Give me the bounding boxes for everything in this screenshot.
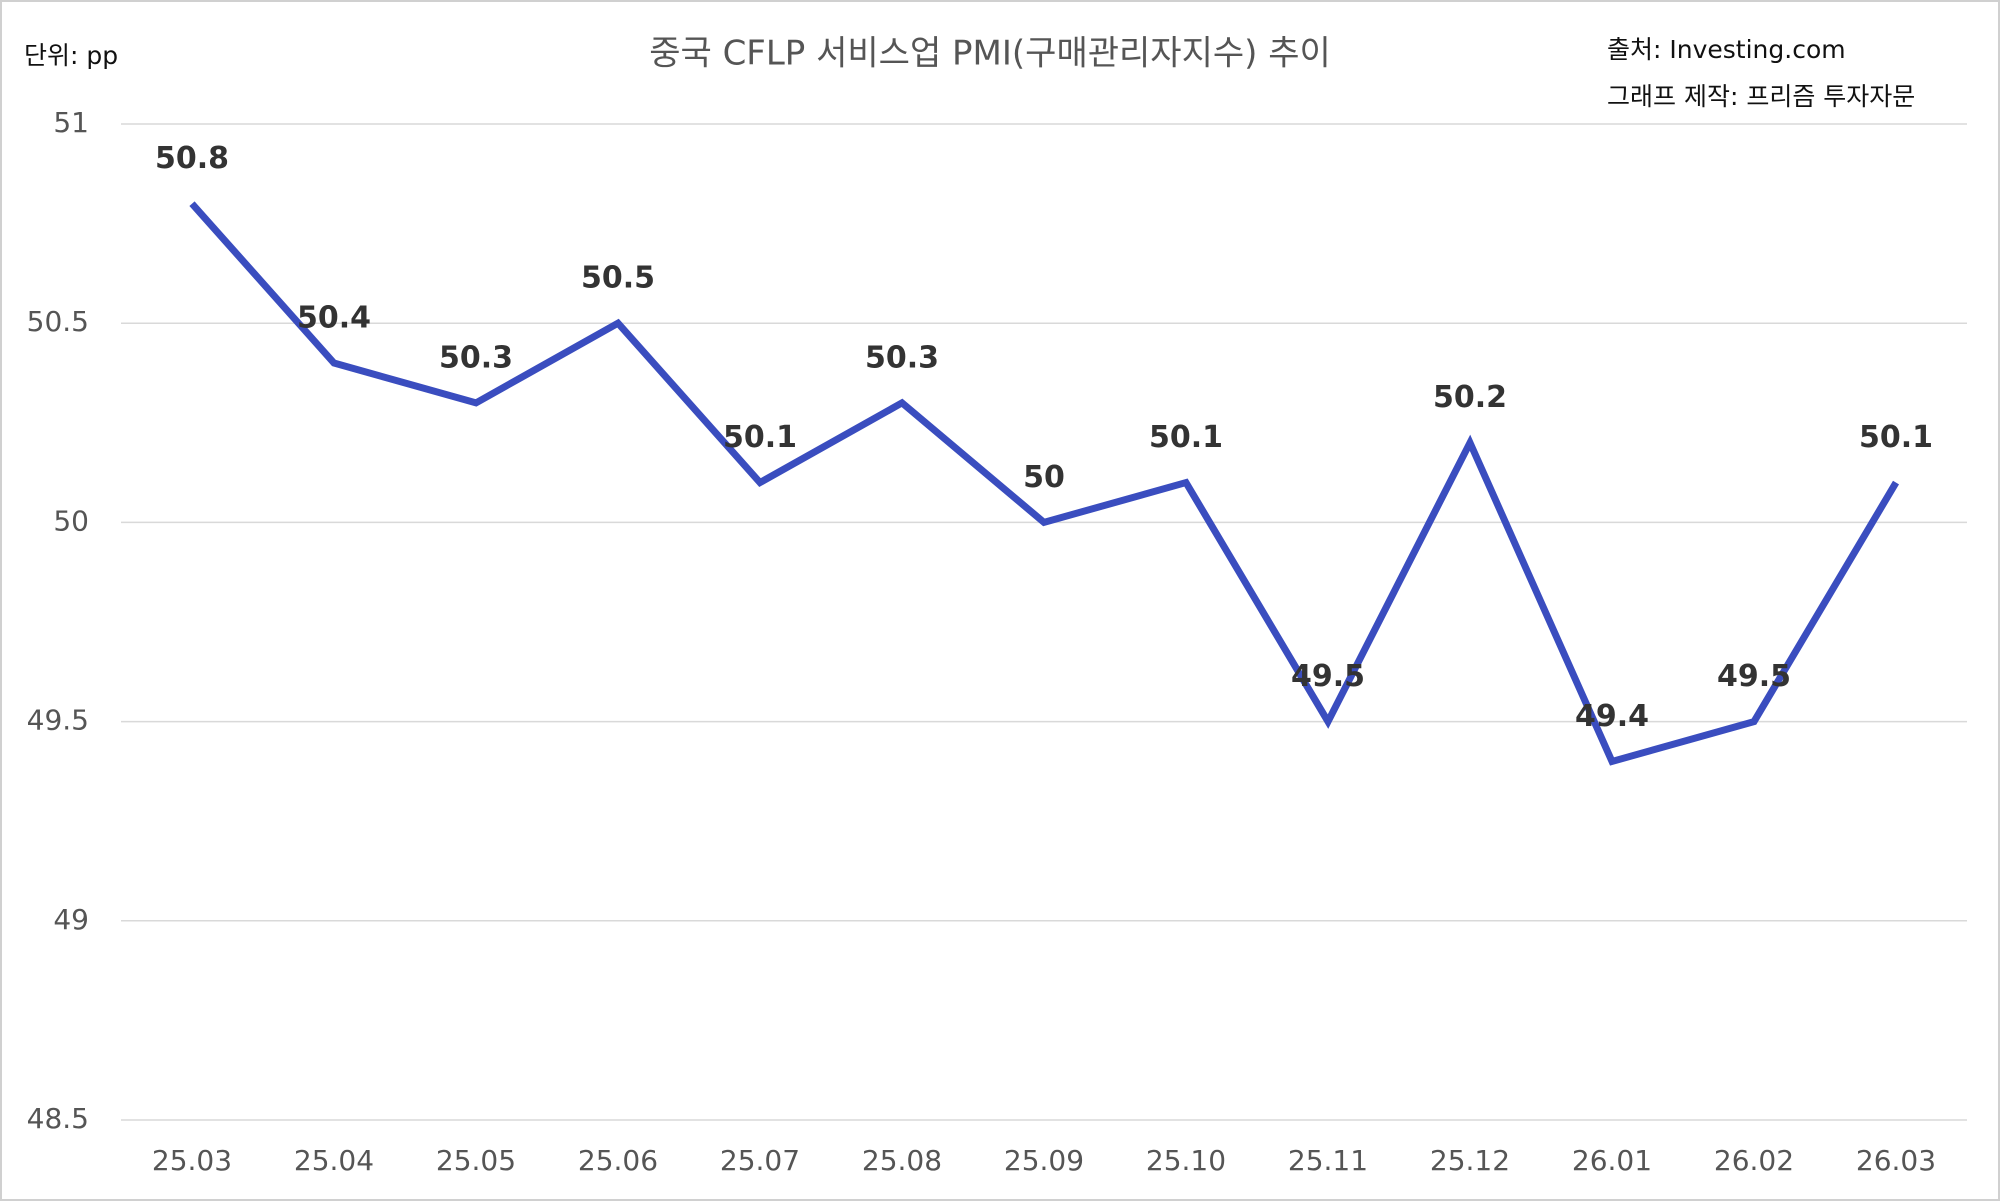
value-label: 49.5 [1291,659,1365,694]
value-label: 50.1 [723,420,797,455]
chart-title: 중국 CFLP 서비스업 PMI(구매관리자지수) 추이 [649,34,1331,74]
y-tick-label: 49.5 [27,704,89,737]
x-tick-label: 25.04 [294,1144,374,1177]
value-label: 50.1 [1859,420,1933,455]
value-label: 50.1 [1149,420,1223,455]
y-tick-label: 50 [53,504,89,537]
credit-note: 그래프 제작: 프리즘 투자자문 [1607,82,1915,111]
x-tick-label: 25.07 [720,1144,800,1177]
unit-label: 단위: pp [24,41,118,70]
value-label: 50 [1023,460,1065,495]
x-tick-label: 26.01 [1572,1144,1652,1177]
value-label: 50.3 [865,340,939,375]
x-tick-label: 25.03 [152,1144,232,1177]
x-tick-label: 25.05 [436,1144,516,1177]
source-note: 출처: Investing.com [1607,35,1846,64]
value-label: 50.8 [155,141,229,176]
value-label: 49.5 [1717,659,1791,694]
x-tick-label: 25.10 [1146,1144,1226,1177]
x-tick-label: 25.09 [1004,1144,1084,1177]
value-label: 50.2 [1433,380,1507,415]
value-label: 50.3 [439,340,513,375]
data-line [189,201,1900,766]
value-label: 50.4 [297,301,371,336]
x-tick-label: 26.03 [1856,1144,1936,1177]
value-label: 49.4 [1575,699,1649,734]
x-tick-label: 25.08 [862,1144,942,1177]
x-tick-label: 25.12 [1430,1144,1510,1177]
y-tick-label: 49 [53,903,89,936]
x-tick-label: 26.02 [1714,1144,1794,1177]
value-label: 50.5 [581,261,655,296]
x-tick-label: 25.06 [578,1144,658,1177]
y-tick-label: 51 [53,106,89,139]
y-tick-label: 50.5 [27,305,89,338]
x-tick-label: 25.11 [1288,1144,1368,1177]
y-tick-label: 48.5 [27,1102,89,1135]
